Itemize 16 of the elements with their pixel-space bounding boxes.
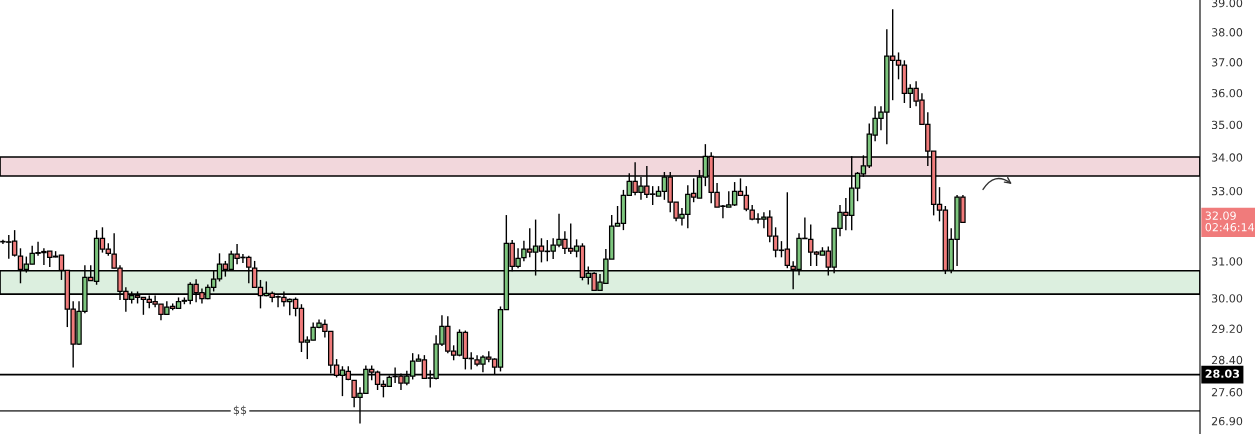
y-tick-label: 33.00 (1211, 186, 1243, 196)
y-tick-label: 38.00 (1211, 28, 1243, 37)
annotation: $$ (233, 405, 247, 416)
y-tick-label: 27.60 (1211, 388, 1243, 397)
y-tick-label: 26.90 (1211, 416, 1243, 426)
y-tick-label: 29.20 (1211, 324, 1243, 333)
y-tick-label: 35.00 (1211, 120, 1243, 130)
ref-line-label: 28.03 (1205, 369, 1240, 378)
text: 32.09 (1205, 211, 1236, 220)
y-tick-label: 36.00 (1211, 88, 1243, 98)
y-tick-label: 34.00 (1211, 153, 1243, 162)
y-tick-label: 31.00 (1211, 257, 1243, 266)
y-tick-label: 37.00 (1211, 58, 1243, 67)
y-tick-label: 28.40 (1211, 355, 1243, 365)
y-tick-label: 30.00 (1211, 294, 1243, 303)
text: 02:46:14 (1205, 223, 1255, 232)
